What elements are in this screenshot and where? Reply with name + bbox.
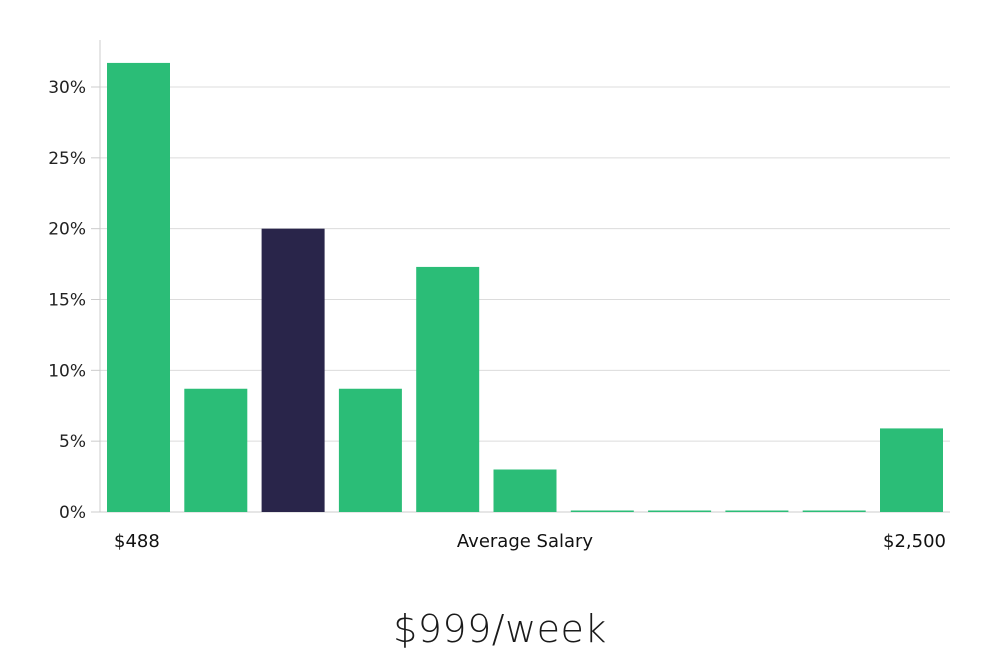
bar	[725, 510, 789, 512]
y-tick-label: 20%	[48, 220, 86, 240]
bar	[338, 388, 402, 512]
bar	[802, 510, 866, 512]
x-min-label: $488	[114, 531, 160, 552]
y-tick-label: 5%	[59, 432, 86, 452]
y-tick-label: 10%	[48, 361, 86, 381]
bar	[107, 62, 170, 513]
y-axis: 0% 5% 10% 15% 20% 25% 30%	[48, 40, 101, 523]
highlighted-bar	[261, 228, 325, 512]
y-tick-label: 30%	[48, 78, 86, 98]
bar	[648, 510, 712, 512]
bar	[880, 428, 943, 512]
bar	[416, 266, 480, 512]
bars	[107, 62, 943, 513]
y-tick-label: 0%	[59, 503, 86, 523]
bar	[184, 388, 248, 512]
y-tick-label: 25%	[48, 149, 86, 169]
bar	[493, 469, 557, 512]
chart-title: $999/week	[393, 607, 607, 651]
x-max-label: $2,500	[883, 531, 946, 552]
bar	[570, 510, 634, 512]
y-tick-label: 15%	[48, 291, 86, 311]
x-axis-label: Average Salary	[457, 531, 594, 552]
